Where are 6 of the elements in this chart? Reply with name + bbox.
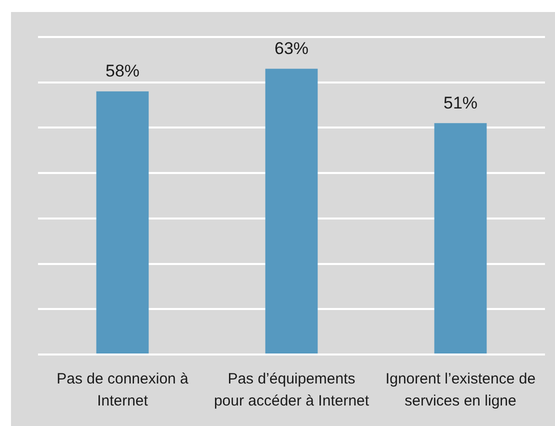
x-tick-label: Pas de connexion à Internet xyxy=(56,370,190,410)
x-tick-label: Ignorent l’existence de services en ligne xyxy=(385,370,536,410)
x-tick-label: Pas d’équipements pour accéder à Internet xyxy=(214,370,370,410)
data-label: 51% xyxy=(443,93,478,112)
data-label: 63% xyxy=(274,38,309,58)
data-label: 58% xyxy=(105,62,140,81)
